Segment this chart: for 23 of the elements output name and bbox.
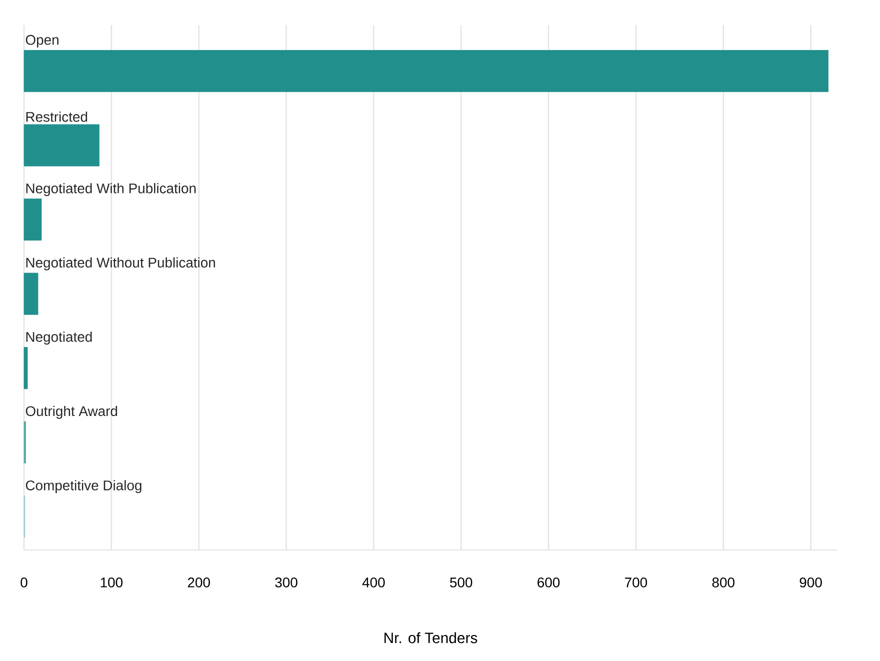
- x-axis-title: Nr. of Tenders: [384, 632, 478, 644]
- y-tick-label: Competitive Dialog: [26, 480, 142, 494]
- x-tick-label: 800: [712, 578, 734, 588]
- y-tick-label: Negotiated With Publication: [26, 183, 196, 196]
- x-tick-label: 400: [362, 578, 385, 588]
- x-tick-label: 700: [625, 578, 648, 588]
- x-tick-label: 300: [275, 578, 298, 588]
- x-tick-label: 500: [450, 578, 472, 588]
- x-tick-label: 100: [100, 578, 123, 588]
- x-tick-label: 600: [538, 578, 560, 588]
- bar: [24, 198, 42, 241]
- y-tick-label: Restricted: [26, 112, 88, 122]
- x-tick-label: 900: [800, 578, 822, 588]
- y-tick-label: Open: [26, 34, 58, 48]
- y-tick-label: Negotiated Without Publication: [26, 257, 216, 270]
- bar: [24, 272, 38, 315]
- y-tick-label: Negotiated: [26, 332, 92, 345]
- x-tick-label: 200: [188, 578, 210, 588]
- bar: [24, 124, 100, 166]
- bar: [24, 347, 28, 390]
- x-tick-label: 0: [20, 578, 28, 588]
- bar: [24, 50, 828, 92]
- y-tick-label: Outright Award: [26, 406, 118, 419]
